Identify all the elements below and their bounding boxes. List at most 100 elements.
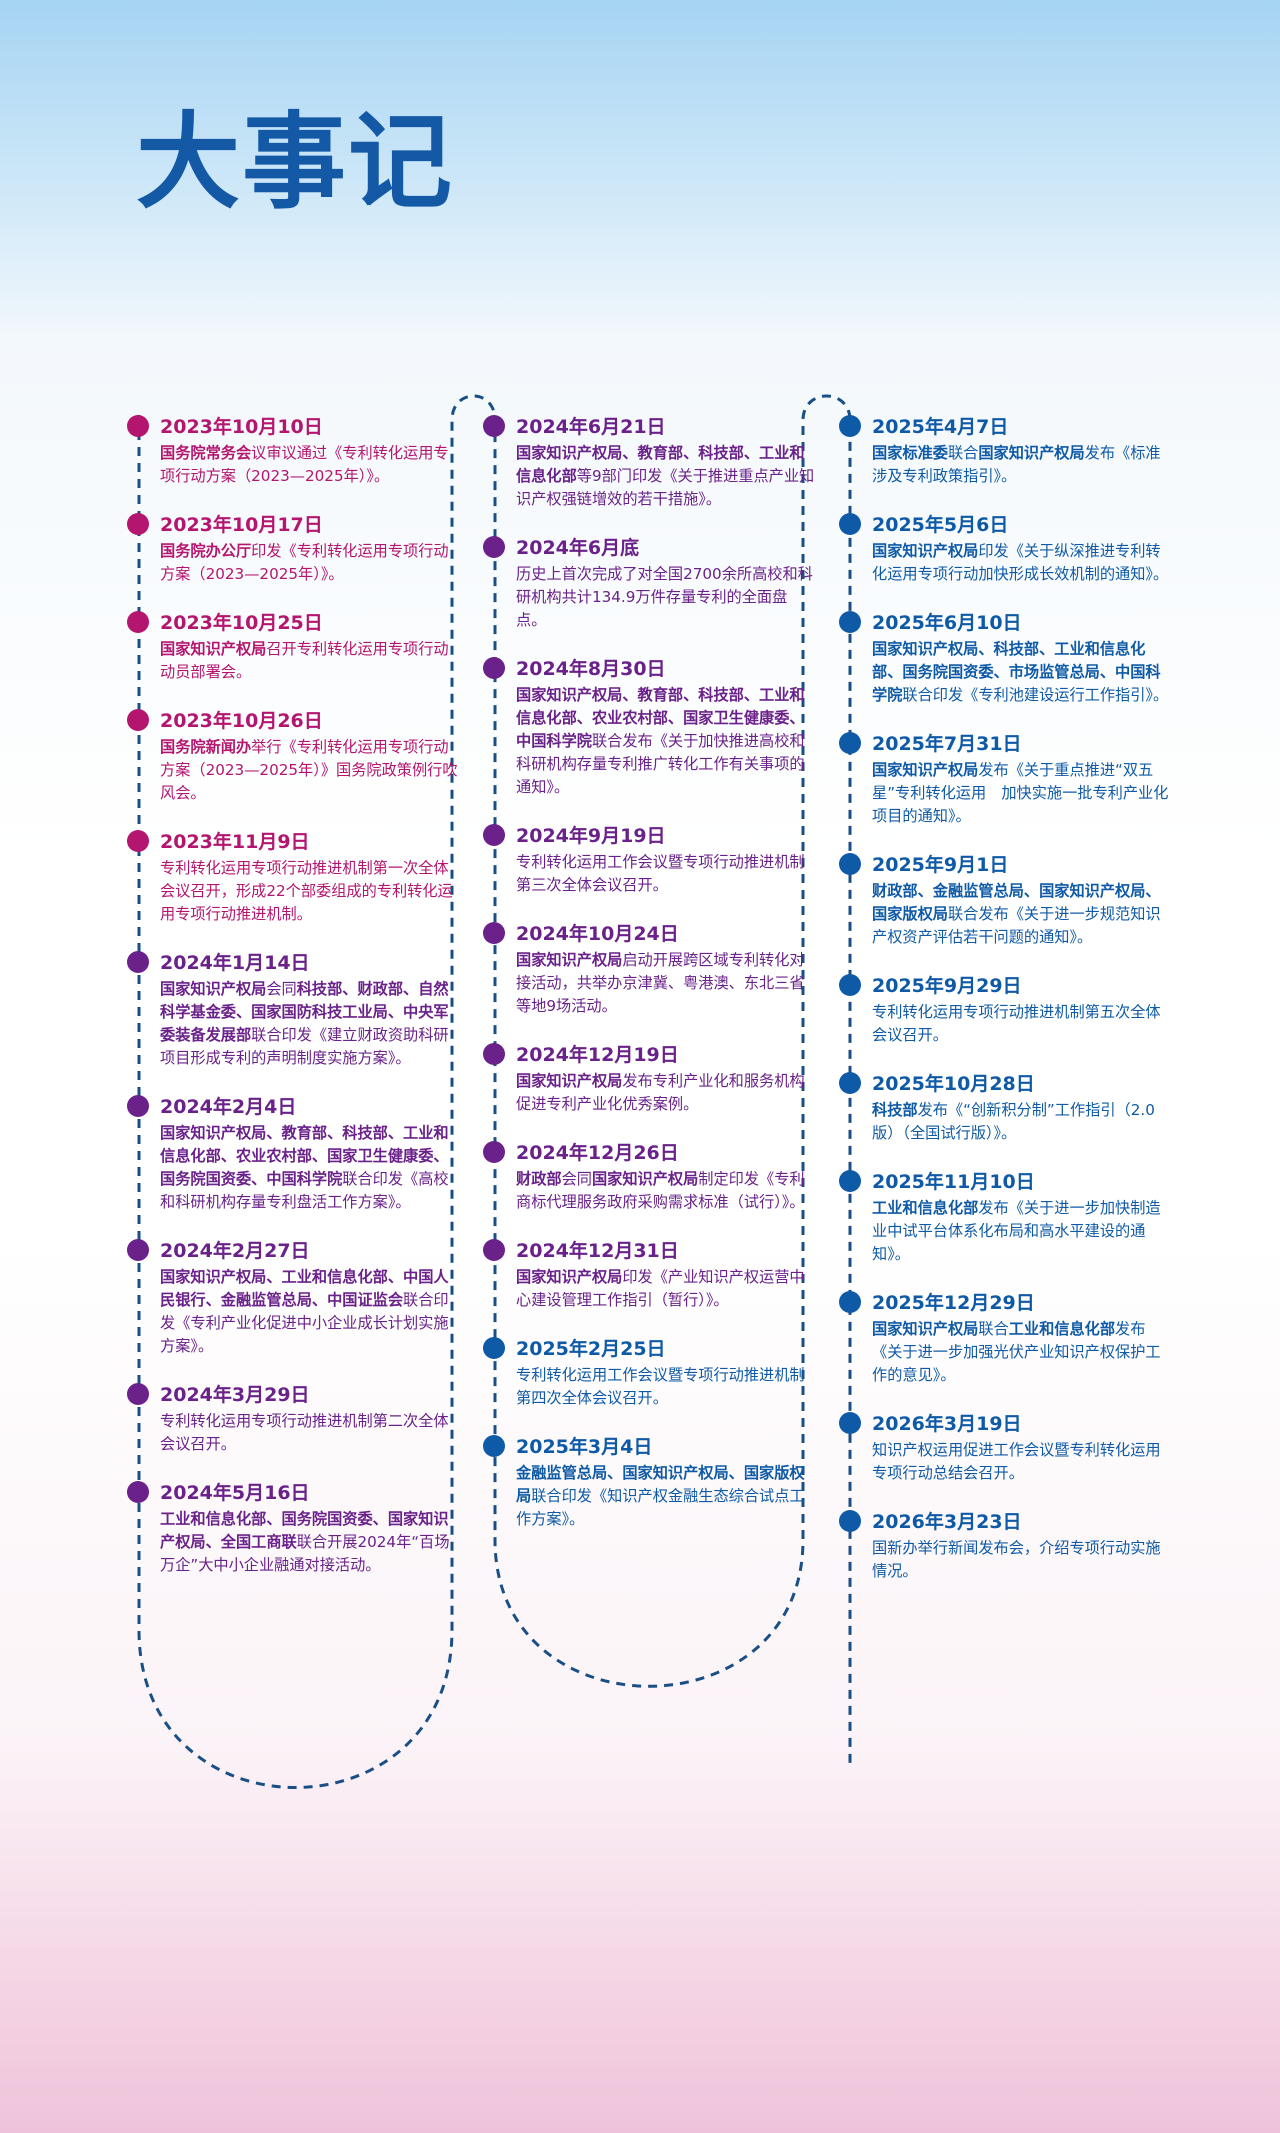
description-text: 专利转化运用专项行动推进机制第一次全体会议召开，形成22个部委组成的专利转化运用…	[160, 859, 453, 923]
description-text: 联合印发《知识产权金融生态综合试点工作方案》。	[516, 1487, 805, 1528]
timeline-dot-icon	[839, 974, 861, 996]
event-description: 专利转化运用工作会议暨专项行动推进机制第三次全体会议召开。	[516, 851, 816, 897]
timeline-event: 2024年2月27日 国家知识产权局、工业和信息化部、中国人民银行、金融监管总局、…	[127, 1238, 460, 1358]
event-description: 财政部会同国家知识产权局制定印发《专利商标代理服务政府采购需求标准（试行）》。	[516, 1168, 816, 1214]
timeline-column-3: 2025年4月7日 国家标准委联合国家知识产权局发布《标准涉及专利政策指引》。 20…	[839, 414, 1172, 1607]
description-text: 发布《关于进一步加强光伏产业知识产权保护工作的意见》。	[872, 1320, 1161, 1384]
description-text: 启动开展跨区域专利转化对接活动，共举办京津冀、粤港澳、东北三省等地9场活动。	[516, 951, 805, 1015]
description-text: 发布专利产业化和服务机构促进专利产业化优秀案例。	[516, 1072, 805, 1113]
organization-name: 国家知识产权局	[591, 1170, 699, 1188]
event-description: 专利转化运用工作会议暨专项行动推进机制第四次全体会议召开。	[516, 1364, 816, 1410]
event-date: 2024年12月19日	[516, 1044, 679, 1066]
timeline-dot-icon	[127, 611, 149, 633]
event-date: 2025年5月6日	[872, 514, 1009, 536]
timeline-event: 2024年10月24日 国家知识产权局启动开展跨区域专利转化对接活动，共举办京津冀…	[483, 921, 816, 1018]
timeline-dot-icon	[839, 1072, 861, 1094]
event-date: 2025年12月29日	[872, 1292, 1035, 1314]
description-text: 联合印发《专利池建设运行工作指引》。	[902, 686, 1169, 704]
description-text: 召开专利转化运用专项行动动员部署会。	[160, 640, 449, 681]
event-date: 2023年10月25日	[160, 612, 323, 634]
event-description: 国家知识产权局会同科技部、财政部、自然科学基金委、国家国防科技工业局、中央军委装…	[160, 978, 460, 1070]
event-description: 国家知识产权局、教育部、科技部、工业和信息化部、农业农村部、国家卫生健康委、中国…	[516, 684, 816, 799]
description-text: 联合印发《专利产业化促进中小企业成长计划实施方案》。	[160, 1291, 449, 1355]
description-text: 专利转化运用专项行动推进机制第二次全体会议召开。	[160, 1412, 449, 1453]
organization-name: 国家知识产权局	[872, 761, 979, 779]
event-description: 国家知识产权局、教育部、科技部、工业和信息化部等9部门印发《关于推进重点产业知识…	[516, 442, 816, 511]
timeline-event: 2024年3月29日专利转化运用专项行动推进机制第二次全体会议召开。	[127, 1382, 460, 1456]
event-description: 国家知识产权局联合工业和信息化部发布《关于进一步加强光伏产业知识产权保护工作的意…	[872, 1318, 1172, 1387]
event-description: 国务院新闻办举行《专利转化运用专项行动方案（2023—2025年）》国务院政策例…	[160, 736, 460, 805]
event-description: 知识产权运用促进工作会议暨专利转化运用专项行动总结会召开。	[872, 1439, 1172, 1485]
timeline-dot-icon	[483, 657, 505, 679]
timeline-event: 2024年12月19日 国家知识产权局发布专利产业化和服务机构促进专利产业化优秀案…	[483, 1042, 816, 1116]
event-description: 国家知识产权局、教育部、科技部、工业和信息化部、农业农村部、国家卫生健康委、国务…	[160, 1122, 460, 1214]
timeline-dot-icon	[483, 1435, 505, 1457]
event-description: 国家知识产权局、工业和信息化部、中国人民银行、金融监管总局、中国证监会联合印发《…	[160, 1266, 460, 1358]
organization-name: 国家知识产权局、教育部、科技部、工业和信息化部、农业农村部、国家卫生健康委、中国…	[516, 686, 805, 750]
description-text: 印发《专利转化运用专项行动方案（2023—2025年）》。	[160, 542, 449, 583]
event-date: 2025年11月10日	[872, 1171, 1035, 1193]
event-date: 2024年1月14日	[160, 952, 310, 974]
event-date: 2024年12月26日	[516, 1142, 679, 1164]
event-date: 2024年2月4日	[160, 1096, 297, 1118]
timeline-event: 2024年6月21日 国家知识产权局、教育部、科技部、工业和信息化部等9部门印发《…	[483, 414, 816, 511]
timeline-event: 2025年4月7日 国家标准委联合国家知识产权局发布《标准涉及专利政策指引》。	[839, 414, 1172, 488]
description-text: 发布《“创新积分制”工作指引（2.0版）（全国试行版）》。	[872, 1101, 1155, 1142]
timeline-dot-icon	[839, 1291, 861, 1313]
organization-name: 工业和信息化部、国务院国资委、国家知识产权局、全国工商联	[160, 1510, 449, 1551]
event-date: 2025年9月29日	[872, 975, 1022, 997]
timeline-dot-icon	[839, 1170, 861, 1192]
event-description: 国家标准委联合国家知识产权局发布《标准涉及专利政策指引》。	[872, 442, 1172, 488]
event-description: 工业和信息化部、国务院国资委、国家知识产权局、全国工商联联合开展2024年“百场…	[160, 1508, 460, 1577]
organization-name: 金融监管总局、国家知识产权局、国家版权局	[516, 1464, 805, 1505]
event-description: 金融监管总局、国家知识产权局、国家版权局联合印发《知识产权金融生态综合试点工作方…	[516, 1462, 816, 1531]
event-description: 国家知识产权局召开专利转化运用专项行动动员部署会。	[160, 638, 460, 684]
timeline-dot-icon	[483, 1239, 505, 1261]
timeline-dot-icon	[127, 709, 149, 731]
organization-name: 国务院办公厅	[160, 542, 252, 560]
timeline-dot-icon	[839, 611, 861, 633]
organization-name: 国家知识产权局	[516, 1268, 623, 1286]
organization-name: 国家知识产权局、科技部、工业和信息化部、国务院国资委、市场监管总局、中国科学院	[872, 640, 1161, 704]
description-text: 专利转化运用工作会议暨专项行动推进机制第四次全体会议召开。	[516, 1366, 805, 1407]
timeline-event: 2025年2月25日 专利转化运用工作会议暨专项行动推进机制第四次全体会议召开。	[483, 1336, 816, 1410]
event-date: 2024年12月31日	[516, 1240, 679, 1262]
organization-name: 国家知识产权局	[872, 1320, 979, 1338]
timeline-event: 2024年5月16日 工业和信息化部、国务院国资委、国家知识产权局、全国工商联联合…	[127, 1480, 460, 1577]
description-text: 专利转化运用工作会议暨专项行动推进机制第三次全体会议召开。	[516, 853, 805, 894]
event-date: 2024年3月29日	[160, 1384, 310, 1406]
timeline-dot-icon	[839, 853, 861, 875]
organization-name: 国家知识产权局、教育部、科技部、工业和信息化部	[516, 444, 805, 485]
organization-name: 国家知识产权局	[516, 951, 623, 969]
timeline-event: 2024年1月14日国家知识产权局会同科技部、财政部、自然科学基金委、国家国防科…	[127, 950, 460, 1070]
description-text: 举行《专利转化运用专项行动方案（2023—2025年）》国务院政策例行吹风会。	[160, 738, 458, 802]
event-description: 国家知识产权局发布《关于重点推进“双五星”专利转化运用 加快实施一批专利产业化项…	[872, 759, 1172, 828]
event-description: 国新办举行新闻发布会，介绍专项行动实施情况。	[872, 1537, 1172, 1583]
description-text: 发布《关于重点推进“双五星”专利转化运用 加快实施一批专利产业化项目的通知》。	[872, 761, 1169, 825]
description-text: 印发《关于纵深推进专利转化运用专项行动加快形成长效机制的通知》。	[872, 542, 1169, 583]
organization-name: 国家标准委	[872, 444, 948, 462]
timeline-event: 2023年10月26日 国务院新闻办举行《专利转化运用专项行动方案（2023—20…	[127, 708, 460, 805]
timeline-event: 2024年9月19日 专利转化运用工作会议暨专项行动推进机制第三次全体会议召开。	[483, 823, 816, 897]
timeline-event: 2025年7月31日国家知识产权局发布《关于重点推进“双五星”专利转化运用 加快…	[839, 731, 1172, 828]
timeline-dot-icon	[839, 415, 861, 437]
page-title: 大事记	[136, 101, 455, 223]
organization-name: 国家知识产权局	[872, 542, 979, 560]
event-date: 2024年8月30日	[516, 658, 666, 680]
description-text: 会同	[266, 980, 297, 998]
timeline-dot-icon	[483, 1337, 505, 1359]
description-text: 专利转化运用专项行动推进机制第五次全体会议召开。	[872, 1003, 1161, 1044]
timeline-event: 2023年11月9日专利转化运用专项行动推进机制第一次全体会议召开，形成22个部…	[127, 829, 460, 926]
event-date: 2025年9月1日	[872, 854, 1009, 876]
timeline-dot-icon	[127, 513, 149, 535]
timeline-event: 2025年9月29日专利转化运用专项行动推进机制第五次全体会议召开。	[839, 973, 1172, 1047]
event-date: 2023年11月9日	[160, 831, 310, 853]
organization-name: 工业和信息化部	[872, 1199, 979, 1217]
timeline-dot-icon	[483, 824, 505, 846]
event-date: 2025年7月31日	[872, 733, 1022, 755]
timeline-event: 2024年8月30日国家知识产权局、教育部、科技部、工业和信息化部、农业农村部、…	[483, 656, 816, 799]
timeline-dot-icon	[839, 1510, 861, 1532]
event-date: 2023年10月10日	[160, 416, 323, 438]
timeline-column-1: 2023年10月10日 国务院常务会议审议通过《专利转化运用专项行动方案（2023…	[127, 414, 460, 1601]
timeline-dot-icon	[483, 1141, 505, 1163]
